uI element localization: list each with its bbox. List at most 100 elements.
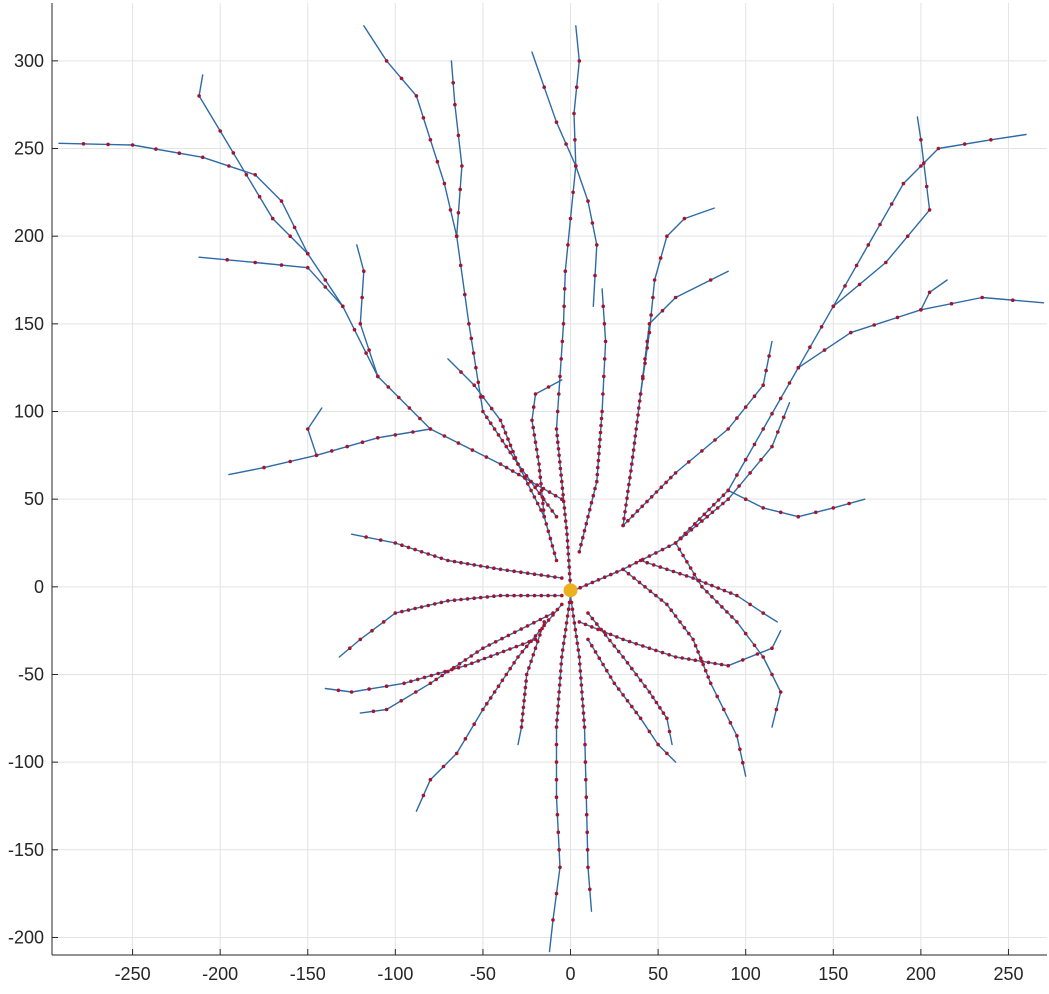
- spine-marker: [673, 614, 678, 618]
- spine-marker: [638, 678, 643, 683]
- spine-marker: [654, 551, 658, 555]
- spine-marker: [659, 485, 664, 490]
- spine-marker: [593, 650, 598, 654]
- spine-marker: [721, 493, 726, 498]
- spine-marker: [362, 269, 366, 274]
- spine-marker: [557, 690, 561, 694]
- spine-marker: [481, 395, 485, 399]
- spine-marker: [651, 563, 656, 567]
- spine-marker: [682, 216, 687, 221]
- spine-marker: [535, 483, 539, 487]
- spine-marker: [458, 263, 463, 268]
- spine-marker: [441, 764, 446, 769]
- spine-marker: [562, 287, 567, 291]
- spine-marker: [384, 707, 389, 712]
- spine-marker: [440, 673, 444, 678]
- spine-marker: [482, 656, 487, 661]
- spine-marker: [726, 663, 730, 668]
- spine-marker: [439, 600, 444, 605]
- spine-marker: [225, 258, 229, 262]
- spine-marker: [661, 711, 666, 715]
- spine-marker: [645, 339, 649, 344]
- spine-marker: [596, 578, 601, 582]
- spine-marker: [511, 449, 515, 454]
- spine-marker: [586, 865, 590, 870]
- spine-marker: [778, 690, 783, 694]
- spine-marker: [593, 486, 597, 491]
- spine-marker: [414, 94, 419, 98]
- spine-marker: [632, 441, 637, 445]
- spine-marker: [330, 449, 334, 453]
- spine-marker: [560, 479, 564, 484]
- branch-trace-right-low-horizontal: [578, 621, 782, 667]
- spine-marker: [558, 466, 563, 471]
- spine-marker: [599, 423, 603, 428]
- branch-trace-down-center-right: [569, 594, 593, 912]
- spine-marker: [551, 611, 555, 615]
- spine-marker: [767, 354, 771, 358]
- spine-marker: [472, 596, 477, 600]
- spine-marker: [574, 85, 579, 89]
- spine-marker: [761, 655, 765, 659]
- spine-marker: [154, 147, 158, 151]
- spine-marker: [376, 374, 380, 379]
- spine-marker: [927, 208, 932, 212]
- spine-marker: [643, 684, 647, 688]
- spine-marker: [573, 627, 578, 632]
- spine-marker: [539, 593, 544, 598]
- spine-marker: [560, 576, 564, 580]
- spine-marker: [568, 216, 573, 221]
- spine-marker: [556, 440, 560, 445]
- branch-trace-right-descending-2: [674, 542, 782, 728]
- spine-marker: [591, 493, 596, 498]
- spine-marker: [498, 567, 503, 572]
- spine-marker: [262, 465, 266, 470]
- spine-marker: [605, 668, 609, 673]
- spine-marker: [503, 431, 508, 435]
- spine-marker: [544, 614, 549, 619]
- spine-marker: [565, 614, 570, 618]
- spine-marker: [557, 453, 561, 458]
- branch-trace-up-center-right-thin: [578, 288, 607, 553]
- spine-marker: [481, 409, 485, 414]
- spine-marker: [561, 493, 565, 497]
- spine-marker: [743, 405, 748, 409]
- spine-marker: [866, 243, 871, 247]
- y-tick-label: -200: [8, 927, 44, 947]
- spine-marker: [599, 416, 604, 421]
- spine-marker: [556, 830, 561, 835]
- branch-trace-right-descending-4: [587, 638, 677, 763]
- spine-marker: [586, 514, 590, 519]
- spine-marker: [601, 392, 605, 396]
- spine-marker: [519, 725, 524, 729]
- spine-marker: [770, 444, 774, 449]
- spine-marker: [538, 617, 543, 622]
- spine-marker: [555, 433, 559, 438]
- spine-marker: [376, 436, 380, 440]
- spine-marker: [589, 500, 594, 505]
- spine-marker: [130, 143, 135, 147]
- spine-marker: [665, 602, 669, 607]
- spine-marker: [588, 887, 592, 892]
- branch-trace-up-right-main-trunk: [573, 133, 1027, 591]
- spine-marker: [796, 514, 801, 519]
- spine-marker: [459, 597, 463, 602]
- spine-marker: [560, 593, 564, 598]
- spine-marker: [488, 421, 493, 426]
- spine-marker: [630, 455, 635, 459]
- spine-marker: [400, 609, 404, 614]
- spine-marker: [492, 690, 497, 694]
- spine-marker: [533, 637, 538, 642]
- spine-marker: [568, 578, 572, 582]
- spine-marker: [630, 704, 634, 709]
- x-tick-label: 250: [993, 964, 1023, 984]
- spine-marker: [435, 159, 440, 164]
- spine-marker: [557, 848, 561, 852]
- spine-marker: [595, 472, 600, 477]
- spine-marker: [627, 482, 631, 487]
- spine-marker: [574, 164, 578, 168]
- spine-marker: [687, 631, 691, 636]
- spine-marker: [578, 662, 582, 666]
- spine-marker: [702, 512, 707, 517]
